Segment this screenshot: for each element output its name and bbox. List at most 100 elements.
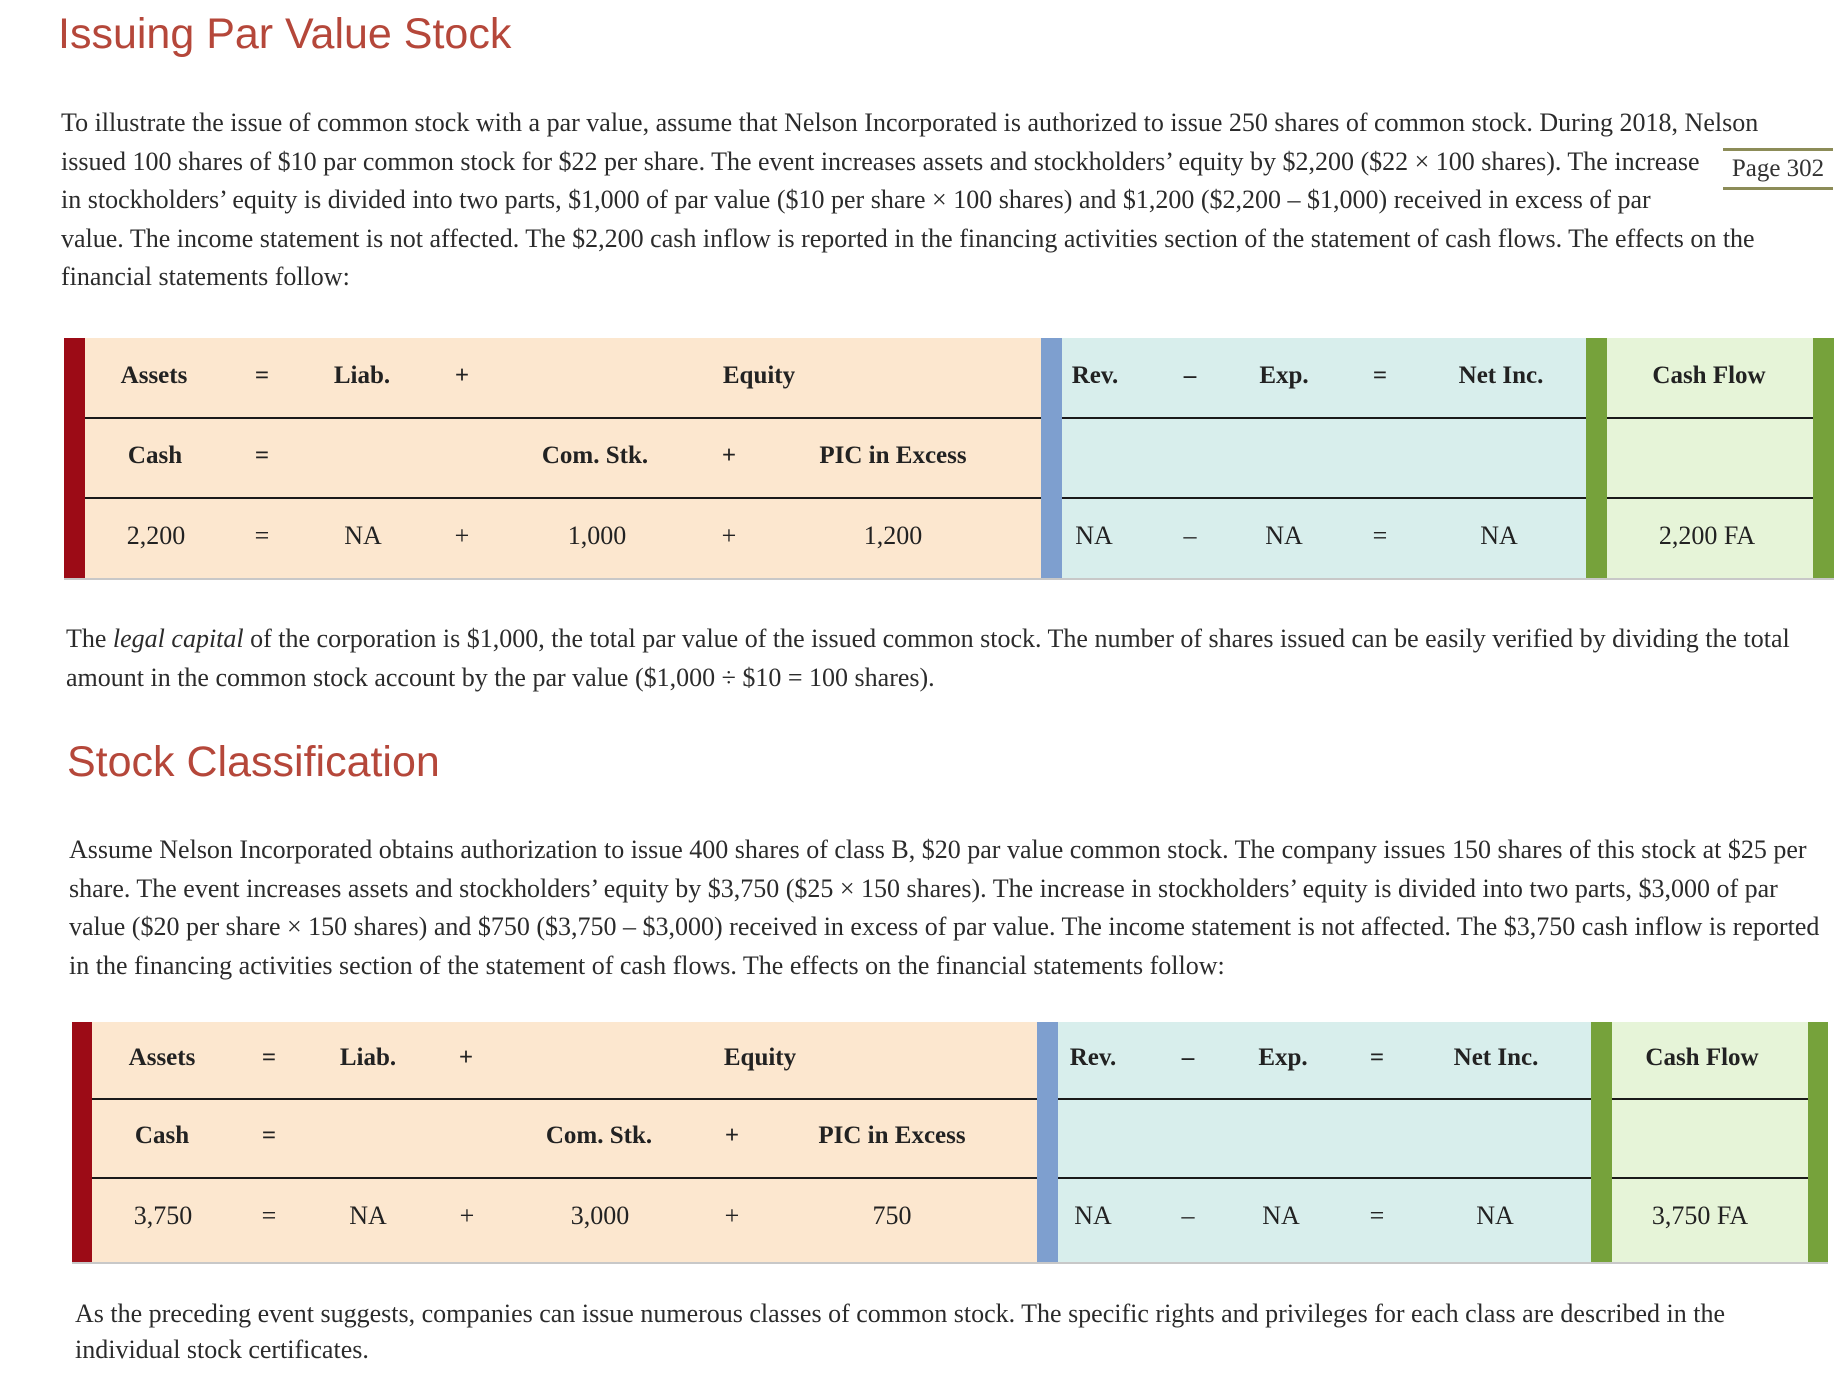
header-cash-flow: Cash Flow xyxy=(1645,1044,1759,1071)
cash-flow-bar-right xyxy=(1808,1022,1828,1262)
value-net-income: NA xyxy=(1480,521,1518,550)
header-net-income: Net Inc. xyxy=(1458,362,1544,389)
header-liabilities: Liab. xyxy=(333,362,391,389)
paragraph-line: financial statements follow: xyxy=(61,262,350,291)
header-revenue: Rev. xyxy=(1071,362,1119,389)
header-cash-flow: Cash Flow xyxy=(1652,362,1766,389)
value-liabilities: NA xyxy=(349,1201,387,1230)
value-equals: = xyxy=(1372,521,1388,550)
value-common-stock: 1,000 xyxy=(567,521,627,550)
subheader-equals: = xyxy=(254,442,270,469)
subheader-rule xyxy=(1607,497,1813,499)
value-cash-flow: 3,750 FA xyxy=(1651,1201,1749,1230)
income-statement-zone xyxy=(1062,338,1586,578)
header-assets: Assets xyxy=(128,1044,196,1071)
header-net-income: Net Inc. xyxy=(1453,1044,1539,1071)
cash-flow-bar-left xyxy=(1586,338,1607,578)
header-equity: Equity xyxy=(722,362,796,389)
page-number-marker: Page 302 xyxy=(1723,148,1833,190)
subheader-cash: Cash xyxy=(134,1122,190,1149)
section-heading-par-value: Issuing Par Value Stock xyxy=(58,10,512,58)
header-equity: Equity xyxy=(723,1044,797,1071)
subheader-rule xyxy=(85,497,1041,499)
paragraph-line: in stockholders’ equity is divided into … xyxy=(61,185,1651,214)
value-minus: – xyxy=(1183,521,1197,550)
balance-sheet-bar xyxy=(64,338,85,578)
header-revenue: Rev. xyxy=(1069,1044,1117,1071)
subheader-common-stock: Com. Stk. xyxy=(541,442,649,469)
paragraph-line: To illustrate the issue of common stock … xyxy=(61,108,1759,137)
header-equals: = xyxy=(261,1044,277,1071)
value-minus: – xyxy=(1181,1201,1195,1230)
paragraph-line: Assume Nelson Incorporated obtains autho… xyxy=(69,835,1807,864)
value-cash-flow: 2,200 FA xyxy=(1658,521,1756,550)
classification-paragraph: Assume Nelson Incorporated obtains autho… xyxy=(69,831,1829,985)
header-expenses: Exp. xyxy=(1258,1044,1308,1071)
header-equals: = xyxy=(1369,1044,1385,1071)
paragraph-line: in the financing activities section of t… xyxy=(69,950,1225,980)
header-plus: + xyxy=(458,1044,474,1071)
value-cash: 2,200 xyxy=(126,521,186,550)
balance-sheet-bar xyxy=(72,1022,92,1262)
value-cash: 3,750 xyxy=(133,1201,193,1230)
cash-flow-bar-right xyxy=(1813,338,1834,578)
header-liabilities: Liab. xyxy=(339,1044,397,1071)
paragraph-line: The legal capital of the corporation is … xyxy=(66,624,1790,653)
header-rule xyxy=(1607,417,1813,419)
header-plus: + xyxy=(454,362,470,389)
paragraph-line: individual stock certificates. xyxy=(75,1335,369,1364)
value-equals: = xyxy=(254,521,270,550)
header-rule xyxy=(85,417,1041,419)
value-revenue: NA xyxy=(1075,521,1113,550)
closing-paragraph: As the preceding event suggests, compani… xyxy=(75,1296,1815,1368)
value-plus: + xyxy=(459,1201,475,1230)
value-plus: + xyxy=(724,1201,740,1230)
paragraph-line: issued 100 shares of $10 par common stoc… xyxy=(61,146,1700,176)
header-minus: – xyxy=(1181,1044,1195,1071)
subheader-common-stock: Com. Stk. xyxy=(545,1122,653,1149)
paragraph-line: value. The income statement is not affec… xyxy=(61,223,1755,253)
section-heading-stock-classification: Stock Classification xyxy=(67,738,440,786)
paragraph-line: share. The event increases assets and st… xyxy=(69,873,1778,903)
subheader-rule xyxy=(92,1177,1037,1179)
effects-table-par-value: Assets = Liab. + Equity Rev. – Exp. = Ne… xyxy=(64,338,1834,580)
cash-flow-zone xyxy=(1612,1022,1808,1262)
subheader-rule xyxy=(1612,1177,1808,1179)
header-equals: = xyxy=(1372,362,1388,389)
header-minus: – xyxy=(1183,362,1197,389)
value-equals: = xyxy=(261,1201,277,1230)
header-expenses: Exp. xyxy=(1259,362,1309,389)
value-plus: + xyxy=(454,521,470,550)
subheader-pic-in-excess: PIC in Excess xyxy=(819,442,967,469)
subheader-rule xyxy=(1058,1177,1591,1179)
header-rule xyxy=(1612,1098,1808,1100)
header-rule xyxy=(92,1098,1037,1100)
effects-table-class-b: Assets = Liab. + Equity Rev. – Exp. = Ne… xyxy=(72,1022,1828,1264)
value-expenses: NA xyxy=(1265,521,1303,550)
paragraph-line: As the preceding event suggests, compani… xyxy=(75,1299,1726,1328)
header-assets: Assets xyxy=(120,362,188,389)
legal-capital-paragraph: The legal capital of the corporation is … xyxy=(66,620,1806,697)
income-statement-bar xyxy=(1041,338,1062,578)
subheader-cash: Cash xyxy=(127,442,183,469)
value-pic-in-excess: 750 xyxy=(872,1201,912,1230)
balance-sheet-zone xyxy=(92,1022,1037,1262)
subheader-equals: = xyxy=(261,1122,277,1149)
subheader-plus: + xyxy=(721,442,737,469)
value-liabilities: NA xyxy=(344,521,382,550)
value-net-income: NA xyxy=(1476,1201,1514,1230)
balance-sheet-zone xyxy=(85,338,1041,578)
income-statement-zone xyxy=(1058,1022,1591,1262)
value-common-stock: 3,000 xyxy=(570,1201,630,1230)
legal-capital-term: legal capital xyxy=(112,624,244,653)
value-expenses: NA xyxy=(1262,1201,1300,1230)
income-statement-bar xyxy=(1037,1022,1058,1262)
cash-flow-zone xyxy=(1607,338,1813,578)
header-rule xyxy=(1062,417,1586,419)
value-pic-in-excess: 1,200 xyxy=(863,521,923,550)
paragraph-line: amount in the common stock account by th… xyxy=(66,662,935,692)
subheader-pic-in-excess: PIC in Excess xyxy=(818,1122,966,1149)
intro-paragraph: To illustrate the issue of common stock … xyxy=(61,104,1761,297)
subheader-plus: + xyxy=(724,1122,740,1149)
paragraph-line: value ($20 per share × 150 shares) and $… xyxy=(69,912,1820,941)
